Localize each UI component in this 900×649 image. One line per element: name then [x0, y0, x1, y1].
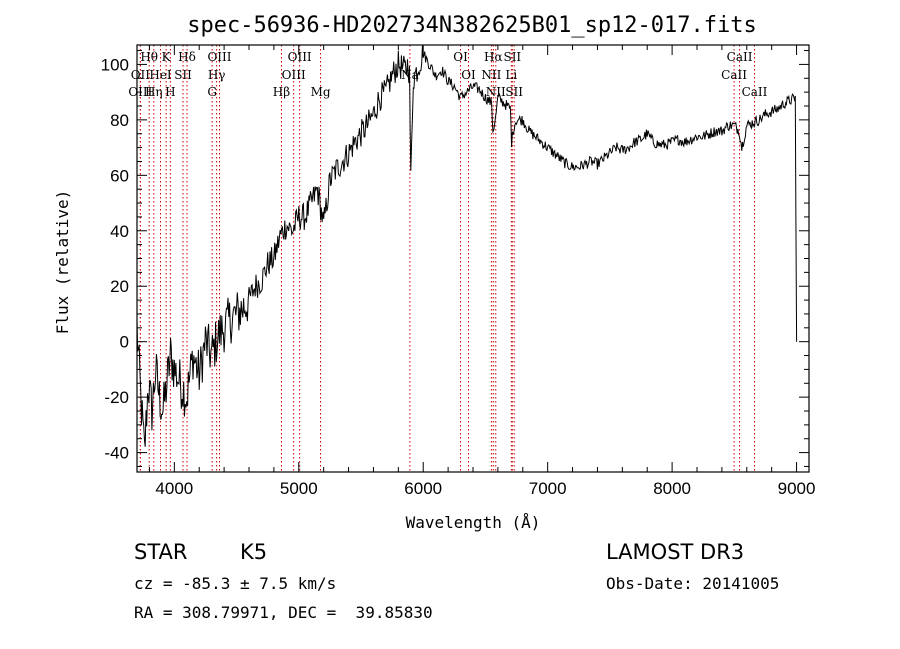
redshift-readout: cz = -85.3 ± 7.5 km/s: [134, 574, 337, 593]
y-tick-label: 0: [120, 333, 129, 352]
spectral-line-markers: [139, 45, 755, 472]
spectral-line-label: OI: [461, 68, 476, 82]
spectral-line-label: OIII: [282, 68, 306, 82]
y-tick-label: 100: [101, 55, 129, 74]
spectral-line-label: OIII: [128, 85, 152, 99]
axis-ticks: 4000 5000 6000 7000 8000 9000 -40 -20 0 20 40 60 80 1…: [101, 45, 816, 498]
spectral-line-label: OIII: [207, 50, 231, 64]
spectral-line-label: OIII: [288, 50, 312, 64]
spectral-line-label: Hη: [145, 85, 163, 99]
spectral-line-label: CaII: [727, 50, 753, 64]
spectral-line-label: Hδ: [178, 50, 196, 64]
spectral-line-label: Na: [401, 68, 419, 82]
spectral-line-label: HeI: [149, 68, 172, 82]
x-tick-label: 4000: [155, 479, 193, 498]
spectral-line-label: SII: [174, 68, 192, 82]
spectral-line-label: Li: [505, 68, 517, 82]
spectral-line-label: NII: [486, 85, 506, 99]
observation-date: Obs-Date: 20141005: [606, 574, 780, 593]
spectral-line-label: OII: [131, 68, 151, 82]
spectral-line-label: Hγ: [208, 68, 226, 82]
survey-name: LAMOST DR3: [606, 540, 745, 564]
x-tick-label: 8000: [653, 479, 691, 498]
flux-series: [136, 45, 798, 447]
flux-line: [136, 45, 798, 447]
y-tick-label: 60: [110, 166, 129, 185]
spectral-line-label: H: [165, 85, 175, 99]
spectral-line-label: Hβ: [273, 85, 290, 99]
spectral-line-label: SII: [505, 85, 523, 99]
y-tick-label: 20: [110, 277, 129, 296]
x-tick-label: 7000: [529, 479, 567, 498]
x-axis-label: Wavelength (Å): [406, 513, 541, 532]
y-axis-label: Flux (relative): [53, 190, 72, 335]
x-tick-label: 5000: [280, 479, 318, 498]
y-tick-label: 40: [110, 222, 129, 241]
spectral-line-label: K: [162, 50, 172, 64]
y-tick-label: 80: [110, 111, 129, 130]
spectral-line-label: CaII: [742, 85, 768, 99]
x-tick-label: 6000: [404, 479, 442, 498]
spectral-line-label: Hθ: [140, 50, 158, 64]
coordinates-readout: RA = 308.79971, DEC = 39.85830: [134, 603, 433, 622]
spectral-line-label: NII: [481, 68, 501, 82]
spectral-line-label: OI: [453, 50, 468, 64]
chart-title: spec-56936-HD202734N382625B01_sp12-017.f…: [187, 13, 757, 38]
object-class: STAR: [134, 540, 188, 564]
plot-frame: [136, 44, 810, 473]
spectral-line-label: G: [207, 85, 217, 99]
x-tick-label: 9000: [778, 479, 816, 498]
spectral-line-label: Hα: [484, 50, 503, 64]
spectral-line-label: CaII: [721, 68, 747, 82]
y-tick-label: -20: [104, 388, 129, 407]
y-tick-label: -40: [104, 444, 129, 463]
spectral-subclass: K5: [240, 540, 268, 564]
spectral-line-label: SII: [503, 50, 521, 64]
spectral-line-label: Mg: [311, 85, 331, 99]
